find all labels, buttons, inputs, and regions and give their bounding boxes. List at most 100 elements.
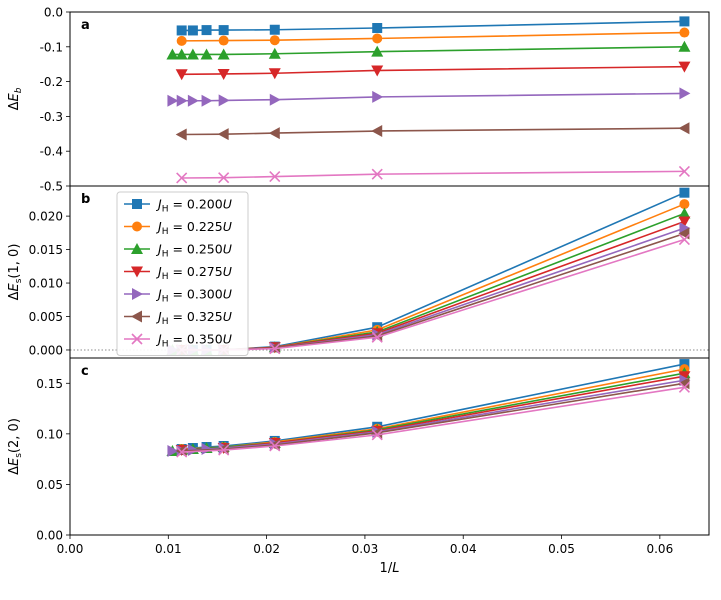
data-point [372,33,383,44]
series-2 [176,364,690,455]
data-point [167,445,179,458]
data-point [175,48,188,60]
data-point [176,25,187,36]
data-point [268,47,281,59]
series-line [181,238,685,351]
data-point [176,94,188,107]
data-point [372,23,383,34]
panel-b: 0.000 0.005 0.010 0.015 0.020 ΔEs(1, 0) b [7,187,709,357]
data-point [218,444,230,456]
legend-entry: JH = 0.225U [124,219,232,237]
data-point [269,171,281,183]
legend-entry: JH = 0.350U [124,332,232,350]
legend-label: JH = 0.325U [155,309,232,327]
y-tick-label: 0.010 [29,277,63,291]
data-point [679,187,690,198]
series-3 [166,40,691,60]
data-point [678,216,691,228]
y-tick-label: 0.15 [36,377,63,391]
data-point [678,40,691,52]
legend-marker [131,266,143,278]
y-tick-label: -0.3 [40,110,63,124]
data-point [678,377,690,390]
legend-marker [131,333,143,345]
y-tick-label: -0.4 [40,145,63,159]
data-point [679,199,690,210]
series-3 [166,367,691,457]
series-5 [167,87,691,107]
data-point [679,222,691,235]
x-axis-label: 1/L [380,561,400,576]
data-point [679,16,690,27]
data-point [268,127,280,140]
y-tick-label: 0.0 [44,6,63,20]
data-point [218,172,230,184]
series-line [181,65,685,76]
data-point [176,172,188,184]
y-tick-label: 0.00 [36,529,63,543]
series-line [181,191,685,351]
legend-label: JH = 0.250U [155,242,232,260]
x-tick-label: 0.00 [57,542,84,556]
series-1 [176,359,690,455]
series-line [181,368,685,450]
legend-label: JH = 0.225U [155,219,232,237]
legend-box [116,191,249,356]
data-point [269,24,280,35]
data-point [217,48,230,60]
x-tick-label: 0.06 [646,542,673,556]
data-point [269,35,280,46]
legend-label: JH = 0.300U [155,287,232,305]
y-tick-label: 0.000 [29,343,63,357]
data-point [218,94,230,107]
data-point [371,65,384,77]
y-axis-label: ΔEs(2, 0) [7,418,24,475]
data-point [371,125,383,138]
series-7 [176,165,690,184]
data-point [371,426,383,439]
legend-entry: JH = 0.250U [124,242,232,260]
x-axis: 0.00 0.01 0.02 0.03 0.04 0.05 0.06 1/L [57,535,673,576]
legend-marker [132,288,143,300]
series-2 [176,27,690,46]
series-1 [176,187,690,355]
data-point [200,48,213,60]
data-point [167,94,179,107]
series-line [172,92,685,102]
series-6 [175,122,690,141]
data-point [218,25,229,36]
x-tick-label: 0.03 [352,542,379,556]
legend-marker [132,221,142,232]
data-point [678,371,691,383]
y-tick-label: 0.015 [29,243,63,257]
y-axis: 0.00 0.05 0.10 0.15 [36,377,70,543]
data-point [218,35,229,46]
legend-label: JH = 0.200U [155,197,232,215]
y-axis: 0.000 0.005 0.010 0.015 0.020 [29,210,70,357]
y-tick-label: -0.2 [40,75,63,89]
y-tick-label: -0.1 [40,40,63,54]
series-line [181,20,685,32]
series-1 [176,16,690,36]
legend-entry: JH = 0.275U [124,264,232,282]
legend-label: JH = 0.350U [155,332,232,350]
series-line [172,227,685,351]
y-axis: 0.0 -0.1 -0.2 -0.3 -0.4 -0.5 [40,6,70,194]
series-line [172,46,685,56]
data-point [678,122,690,135]
panel-frames [69,11,710,536]
data-point [269,343,281,355]
data-point [175,128,187,141]
panel-label: a [81,18,90,33]
data-point [201,25,212,36]
series-line [181,31,685,42]
y-axis-label: ΔEb [7,87,24,110]
panel-frame [69,357,710,536]
data-point [678,61,691,73]
data-point [187,25,198,36]
data-point [176,446,188,458]
legend: JH = 0.200U JH = 0.225U JH = 0.250U JH = 0.… [116,191,249,356]
data-point [678,165,690,177]
legend-label: JH = 0.275U [155,264,232,282]
